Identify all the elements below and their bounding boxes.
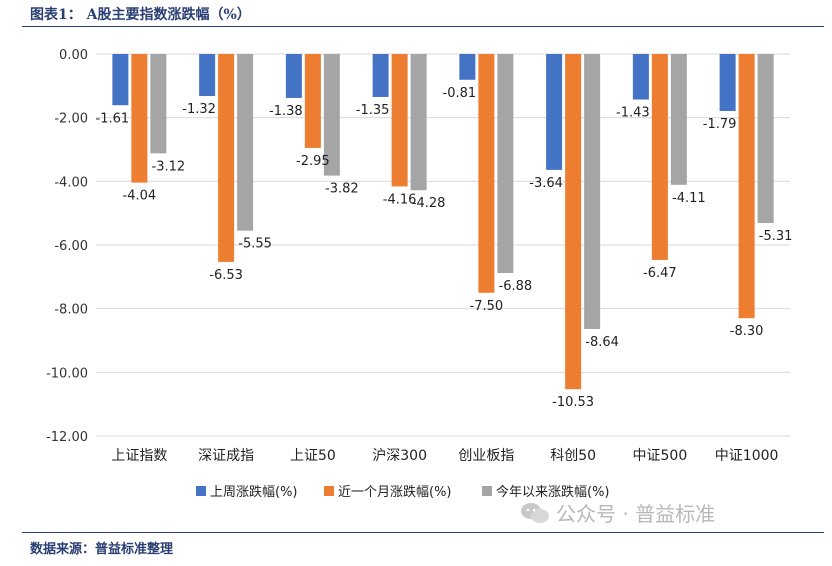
watermark-text: 公众号 · 普益标准 bbox=[556, 502, 716, 526]
bar-3 bbox=[584, 54, 601, 330]
data-label: -6.53 bbox=[209, 268, 243, 283]
data-label: -4.11 bbox=[672, 191, 706, 206]
y-axis: 0.00 -2.00 -4.00 -6.00 -8.00 -10.00 -12.00 bbox=[46, 48, 88, 445]
top-rule bbox=[22, 26, 824, 27]
bar-3 bbox=[757, 54, 774, 224]
data-label: -3.82 bbox=[325, 182, 359, 197]
data-label: -1.43 bbox=[616, 106, 650, 121]
y-tick-label: -6.00 bbox=[54, 239, 88, 254]
legend-label: 近一个月涨跌幅(%) bbox=[338, 484, 452, 500]
x-tick-label: 创业板指 bbox=[458, 448, 514, 464]
bar-1 bbox=[112, 54, 129, 106]
y-tick-label: -8.00 bbox=[54, 303, 88, 318]
x-tick-label: 深证成指 bbox=[198, 448, 254, 464]
data-label: -1.61 bbox=[96, 111, 130, 126]
data-label: -4.04 bbox=[123, 189, 157, 204]
data-label: -4.16 bbox=[383, 192, 417, 207]
x-tick-label: 沪深300 bbox=[372, 448, 427, 464]
figure-title: 图表1： A股主要指数涨跌幅（%） bbox=[30, 7, 251, 23]
data-label: -1.35 bbox=[356, 103, 390, 118]
watermark: 公众号 · 普益标准 bbox=[520, 498, 715, 527]
data-label: -5.55 bbox=[238, 237, 272, 252]
source-note: 数据来源：普益标准整理 bbox=[30, 542, 174, 557]
bar-3 bbox=[323, 54, 340, 176]
data-label: -6.88 bbox=[499, 279, 533, 294]
bar-1 bbox=[285, 54, 302, 98]
wechat-icon bbox=[521, 502, 549, 523]
x-tick-label: 中证1000 bbox=[715, 448, 779, 464]
data-label: -0.81 bbox=[443, 86, 477, 101]
bar-2 bbox=[565, 54, 582, 390]
x-tick-label: 科创50 bbox=[550, 448, 596, 464]
data-label: -3.64 bbox=[529, 176, 563, 191]
data-label: -6.47 bbox=[643, 266, 677, 281]
legend-label: 今年以来涨跌幅(%) bbox=[496, 484, 610, 500]
bar-2 bbox=[131, 54, 148, 183]
data-label: -1.32 bbox=[182, 102, 216, 117]
bars bbox=[112, 54, 774, 390]
data-label: -8.64 bbox=[585, 335, 619, 350]
y-tick-label: -12.00 bbox=[46, 430, 88, 445]
y-tick-label: 0.00 bbox=[59, 48, 88, 63]
bar-1 bbox=[632, 54, 649, 100]
data-label: -7.50 bbox=[470, 299, 504, 314]
bar-1 bbox=[372, 54, 389, 97]
legend: 上周涨跌幅(%) 近一个月涨跌幅(%) 今年以来涨跌幅(%) bbox=[196, 484, 610, 500]
bar-1 bbox=[719, 54, 736, 111]
bar-2 bbox=[304, 54, 321, 148]
legend-swatch bbox=[482, 486, 492, 496]
x-tick-label: 中证500 bbox=[633, 448, 688, 464]
bar-3 bbox=[150, 54, 167, 154]
bar-1 bbox=[459, 54, 476, 80]
bar-2 bbox=[218, 54, 235, 262]
data-label: -8.30 bbox=[730, 324, 764, 339]
data-label: -3.12 bbox=[152, 159, 186, 174]
y-tick-label: -2.00 bbox=[54, 112, 88, 127]
legend-swatch bbox=[196, 486, 206, 496]
data-label: -5.31 bbox=[759, 229, 793, 244]
data-labels: -1.61 -4.04 -3.12 -1.32 -6.53 -5.55 -1.38 -2.95… bbox=[96, 86, 793, 410]
data-label: -1.79 bbox=[703, 117, 737, 132]
bar-2 bbox=[738, 54, 755, 319]
y-tick-label: -4.00 bbox=[54, 175, 88, 190]
legend-swatch bbox=[324, 486, 334, 496]
data-label: -1.38 bbox=[269, 104, 303, 119]
x-tick-label: 上证指数 bbox=[111, 448, 167, 464]
legend-label: 上周涨跌幅(%) bbox=[210, 484, 298, 500]
bar-3 bbox=[670, 54, 687, 185]
y-tick-label: -10.00 bbox=[46, 366, 88, 381]
bar-3 bbox=[237, 54, 254, 231]
data-label: -10.53 bbox=[552, 395, 594, 410]
data-label: -4.28 bbox=[412, 196, 446, 211]
bar-2 bbox=[478, 54, 495, 293]
bottom-rule bbox=[22, 532, 824, 533]
bar-2 bbox=[391, 54, 408, 187]
bar-1 bbox=[546, 54, 563, 170]
bar-1 bbox=[199, 54, 216, 97]
x-tick-label: 上证50 bbox=[290, 448, 336, 464]
bar-2 bbox=[651, 54, 668, 260]
data-label: -2.95 bbox=[296, 154, 330, 169]
x-axis: 上证指数 深证成指 上证50 沪深300 创业板指 科创50 中证500 中证1000 bbox=[111, 448, 778, 464]
bar-3 bbox=[410, 54, 427, 191]
bar-3 bbox=[497, 54, 514, 274]
